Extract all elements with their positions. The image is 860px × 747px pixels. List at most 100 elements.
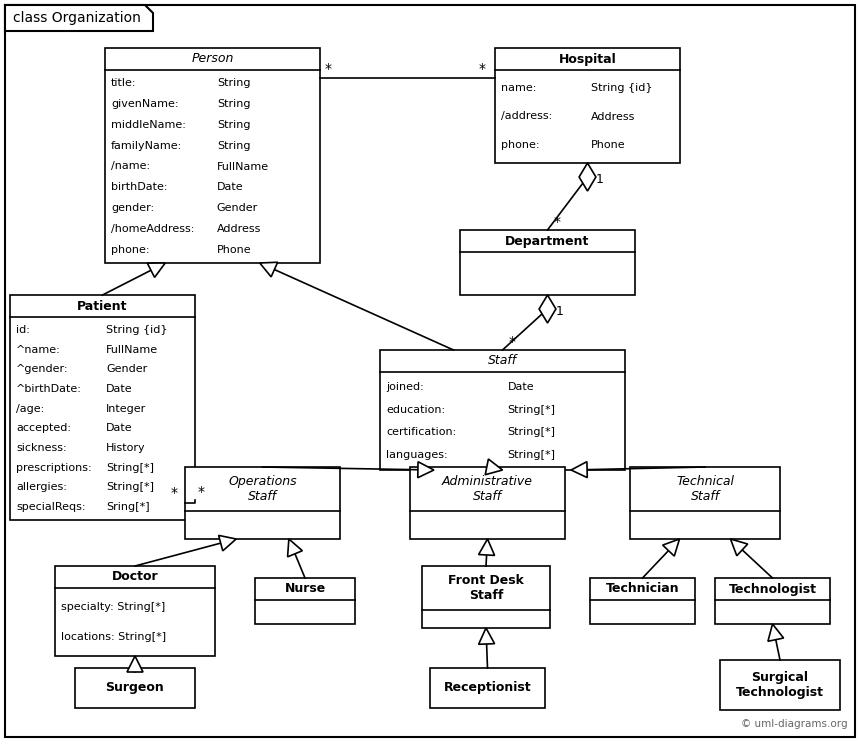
Text: Address: Address	[591, 111, 636, 122]
Text: accepted:: accepted:	[16, 424, 71, 433]
Text: specialReqs:: specialReqs:	[16, 502, 85, 512]
Text: middleName:: middleName:	[111, 120, 186, 130]
Text: String: String	[217, 120, 250, 130]
Bar	[715, 578, 830, 624]
Text: Address: Address	[217, 224, 261, 234]
Text: Gender: Gender	[217, 203, 258, 213]
Text: Front Desk
Staff: Front Desk Staff	[448, 574, 524, 602]
Text: phone:: phone:	[111, 244, 150, 255]
Polygon shape	[485, 459, 502, 474]
Bar	[75, 668, 195, 708]
Polygon shape	[479, 539, 494, 556]
Text: Receptionist: Receptionist	[444, 681, 531, 695]
Text: gender:: gender:	[111, 203, 154, 213]
Polygon shape	[260, 262, 278, 277]
Text: *: *	[554, 215, 561, 229]
Polygon shape	[539, 295, 556, 323]
Bar	[410, 467, 565, 539]
Bar	[255, 578, 355, 624]
Text: 1: 1	[556, 305, 563, 318]
Polygon shape	[218, 536, 236, 551]
Bar	[630, 467, 780, 539]
Text: Integer: Integer	[106, 403, 146, 414]
Text: education:: education:	[386, 405, 445, 415]
Text: name:: name:	[501, 84, 537, 93]
Text: *: *	[198, 485, 205, 499]
Bar	[10, 295, 195, 520]
Text: id:: id:	[16, 325, 30, 335]
Text: Staff: Staff	[488, 355, 517, 368]
Text: String {id}: String {id}	[106, 325, 168, 335]
Text: Date: Date	[106, 424, 132, 433]
Text: Technician: Technician	[605, 583, 679, 595]
Bar	[55, 566, 215, 656]
Text: phone:: phone:	[501, 140, 539, 149]
Polygon shape	[479, 628, 494, 645]
Text: ^name:: ^name:	[16, 344, 61, 355]
Text: /age:: /age:	[16, 403, 44, 414]
Text: familyName:: familyName:	[111, 140, 182, 151]
Text: Patient: Patient	[77, 300, 128, 312]
Polygon shape	[579, 163, 596, 191]
Text: *: *	[479, 62, 486, 76]
Text: String[*]: String[*]	[507, 427, 556, 438]
Bar	[380, 350, 625, 470]
Text: /address:: /address:	[501, 111, 552, 122]
Text: locations: String[*]: locations: String[*]	[61, 632, 166, 642]
Text: title:: title:	[111, 78, 137, 88]
Polygon shape	[418, 462, 434, 478]
Text: ^birthDate:: ^birthDate:	[16, 384, 82, 394]
Text: birthDate:: birthDate:	[111, 182, 168, 192]
Text: Technologist: Technologist	[728, 583, 816, 595]
Text: sickness:: sickness:	[16, 443, 66, 453]
Polygon shape	[287, 539, 303, 557]
Text: Gender: Gender	[106, 365, 147, 374]
Text: certification:: certification:	[386, 427, 457, 438]
Text: givenName:: givenName:	[111, 99, 179, 109]
Bar	[460, 230, 635, 295]
Text: specialty: String[*]: specialty: String[*]	[61, 602, 165, 613]
Text: History: History	[106, 443, 146, 453]
Bar	[422, 566, 550, 628]
Text: Technical
Staff: Technical Staff	[676, 475, 734, 503]
Text: String[*]: String[*]	[106, 483, 154, 492]
Text: Phone: Phone	[591, 140, 626, 149]
Text: FullName: FullName	[106, 344, 158, 355]
Polygon shape	[5, 5, 153, 31]
Text: String[*]: String[*]	[106, 463, 154, 473]
Text: class Organization: class Organization	[13, 11, 141, 25]
Text: languages:: languages:	[386, 450, 447, 460]
Text: String {id}: String {id}	[591, 84, 653, 93]
Text: String: String	[217, 99, 250, 109]
Text: Sring[*]: Sring[*]	[106, 502, 150, 512]
Text: Surgical
Technologist: Surgical Technologist	[736, 671, 824, 699]
Polygon shape	[730, 539, 747, 556]
Text: Operations
Staff: Operations Staff	[228, 475, 297, 503]
Text: String: String	[217, 140, 250, 151]
Text: Date: Date	[507, 382, 534, 392]
Polygon shape	[147, 263, 165, 277]
Text: String: String	[217, 78, 250, 88]
Polygon shape	[571, 462, 587, 477]
Polygon shape	[127, 656, 143, 672]
Text: /homeAddress:: /homeAddress:	[111, 224, 194, 234]
Text: Hospital: Hospital	[559, 52, 617, 66]
Text: Person: Person	[191, 52, 234, 66]
Bar	[590, 578, 695, 624]
Text: Date: Date	[217, 182, 243, 192]
Text: joined:: joined:	[386, 382, 424, 392]
Text: 1: 1	[595, 173, 604, 186]
Text: String[*]: String[*]	[507, 450, 556, 460]
Text: ^gender:: ^gender:	[16, 365, 69, 374]
Text: *: *	[325, 62, 332, 76]
Bar	[185, 467, 340, 539]
Text: Phone: Phone	[217, 244, 251, 255]
Text: *: *	[171, 486, 178, 500]
Polygon shape	[768, 624, 783, 641]
Text: Department: Department	[506, 235, 590, 247]
Polygon shape	[663, 539, 679, 556]
Text: *: *	[508, 335, 515, 349]
Bar	[720, 660, 840, 710]
Text: © uml-diagrams.org: © uml-diagrams.org	[741, 719, 848, 729]
Text: Date: Date	[106, 384, 132, 394]
